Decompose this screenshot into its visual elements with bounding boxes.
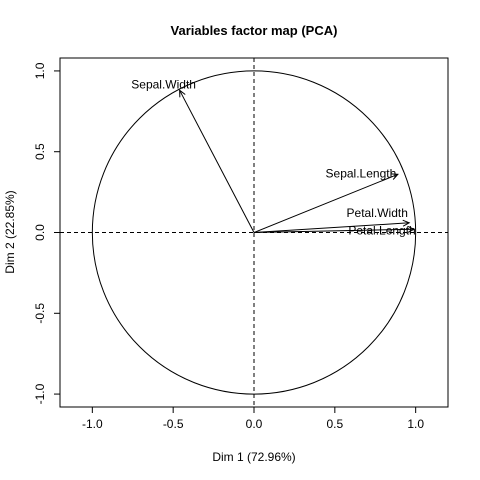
chart-title: Variables factor map (PCA): [171, 23, 338, 38]
variable-label-sepal-length: Sepal.Length: [326, 166, 397, 180]
arrow-sepal-width: [179, 90, 255, 233]
x-tick-label: -1.0: [82, 417, 103, 431]
variable-label-sepal-width: Sepal.Width: [131, 77, 196, 91]
x-tick-label: 1.0: [407, 417, 424, 431]
y-axis-label: Dim 2 (22.85%): [3, 190, 17, 273]
arrowhead-sepal-length: [390, 173, 399, 180]
y-tick-label: 0.0: [33, 224, 47, 241]
arrowhead-petal-width: [402, 219, 411, 227]
arrow-sepal-length: [253, 173, 399, 233]
arrow-petal-width: [253, 222, 410, 233]
x-tick-label: 0.0: [246, 417, 263, 431]
arrowhead-sepal-width: [179, 89, 186, 98]
arrow-petal-length: [253, 228, 415, 233]
y-tick-label: -1.0: [33, 383, 47, 404]
plot-area: -1.0 -0.5 0.0 0.5 1.0 -1.0 -0.5 0.0 0.5 1.0 Sepal.…: [33, 57, 449, 431]
x-axis-label: Dim 1 (72.96%): [212, 450, 295, 464]
variable-label-petal-length: Petal.Length: [348, 223, 415, 237]
variable-label-petal-width: Petal.Width: [347, 206, 408, 220]
arrowhead-petal-length: [407, 225, 416, 233]
x-tick-label: -0.5: [163, 417, 184, 431]
correlation-circle: [91, 70, 417, 395]
y-tick-label: 1.0: [33, 62, 47, 79]
y-tick-label: 0.5: [33, 143, 47, 160]
y-tick-label: -0.5: [33, 303, 47, 324]
x-tick-label: 0.5: [326, 417, 343, 431]
